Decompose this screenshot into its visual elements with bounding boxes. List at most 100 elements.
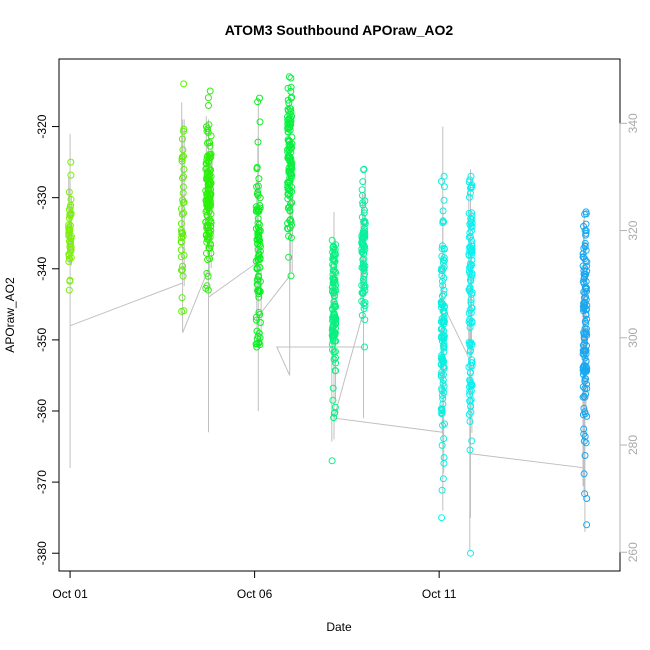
data-point — [255, 175, 263, 183]
data-point — [360, 209, 368, 217]
data-point — [256, 264, 264, 271]
data-point — [179, 183, 187, 191]
data-point — [177, 205, 185, 213]
data-point — [328, 457, 336, 465]
data-point — [580, 404, 588, 412]
data-point — [180, 307, 188, 315]
data-point — [440, 303, 448, 311]
data-point — [179, 196, 187, 204]
data-point — [285, 99, 293, 107]
points-group — [65, 73, 591, 557]
data-point — [180, 209, 187, 217]
data-point — [203, 212, 211, 220]
data-point — [439, 219, 447, 227]
data-point — [287, 115, 295, 123]
data-point — [254, 98, 262, 106]
data-point — [468, 183, 476, 190]
data-point — [466, 319, 474, 327]
data-point — [180, 125, 188, 133]
data-point — [284, 128, 292, 136]
data-point — [331, 331, 339, 338]
data-point — [67, 158, 75, 166]
x-tick-label: Oct 06 — [237, 587, 273, 601]
data-point — [468, 317, 476, 325]
data-point — [206, 182, 213, 189]
data-point — [360, 305, 368, 313]
data-point — [205, 151, 213, 159]
data-point — [284, 96, 292, 104]
data-point — [466, 340, 474, 348]
data-point — [202, 231, 210, 239]
data-point — [207, 223, 215, 231]
data-point — [440, 327, 448, 335]
data-point — [207, 241, 215, 249]
data-point — [207, 249, 215, 257]
data-point — [440, 348, 448, 356]
data-point — [287, 165, 295, 173]
data-point — [440, 331, 447, 339]
data-point — [440, 383, 448, 391]
data-point — [580, 298, 588, 306]
right-tick-label: 280 — [626, 435, 640, 455]
data-point — [582, 319, 590, 327]
y-tick-label: -320 — [35, 114, 49, 138]
data-point — [255, 329, 263, 337]
data-point — [580, 470, 588, 478]
data-point — [254, 182, 262, 190]
data-point — [330, 355, 338, 363]
data-point — [361, 227, 369, 235]
data-point — [331, 367, 339, 375]
data-point — [254, 219, 262, 227]
data-point — [580, 273, 588, 281]
chart-title: ATOM3 Southbound APOraw_AO2 — [225, 22, 454, 38]
data-point — [465, 309, 473, 317]
data-point — [582, 220, 590, 228]
data-point — [287, 141, 295, 149]
data-point — [438, 177, 445, 185]
data-point — [286, 177, 294, 185]
data-point — [254, 233, 262, 241]
x-axis: Oct 01 Oct 06 Oct 11 — [52, 570, 457, 601]
data-point — [330, 409, 338, 417]
data-point — [256, 288, 264, 295]
data-point — [468, 237, 475, 245]
data-point — [438, 265, 446, 273]
data-point — [359, 290, 367, 297]
data-point — [204, 175, 212, 183]
data-point — [581, 264, 589, 272]
data-point — [438, 277, 446, 285]
data-point — [438, 410, 446, 418]
data-point — [438, 486, 446, 494]
data-point — [466, 446, 474, 454]
data-point — [67, 201, 75, 209]
data-point — [580, 288, 588, 296]
data-point — [579, 347, 587, 355]
right-tick-label: 300 — [626, 327, 640, 347]
data-point — [468, 437, 476, 445]
data-point — [287, 272, 295, 280]
data-point — [286, 207, 294, 215]
data-point — [467, 396, 475, 404]
data-point — [329, 384, 337, 392]
data-point — [581, 374, 589, 382]
data-point — [581, 348, 589, 356]
data-point — [581, 393, 589, 401]
data-point — [286, 192, 294, 200]
data-point — [465, 318, 473, 326]
data-point — [332, 281, 340, 289]
data-point — [204, 235, 212, 243]
data-point — [467, 244, 474, 251]
data-point — [287, 87, 295, 95]
data-point — [583, 258, 591, 266]
data-point — [468, 356, 475, 364]
data-point — [202, 165, 210, 173]
right-tick-label: 340 — [626, 113, 640, 133]
data-point — [358, 245, 366, 253]
data-point — [467, 273, 475, 281]
data-point — [359, 241, 367, 249]
x-tick-label: Oct 01 — [52, 587, 88, 601]
data-point — [439, 421, 446, 429]
data-point — [67, 171, 75, 179]
data-point — [467, 382, 475, 389]
data-point — [254, 246, 262, 254]
